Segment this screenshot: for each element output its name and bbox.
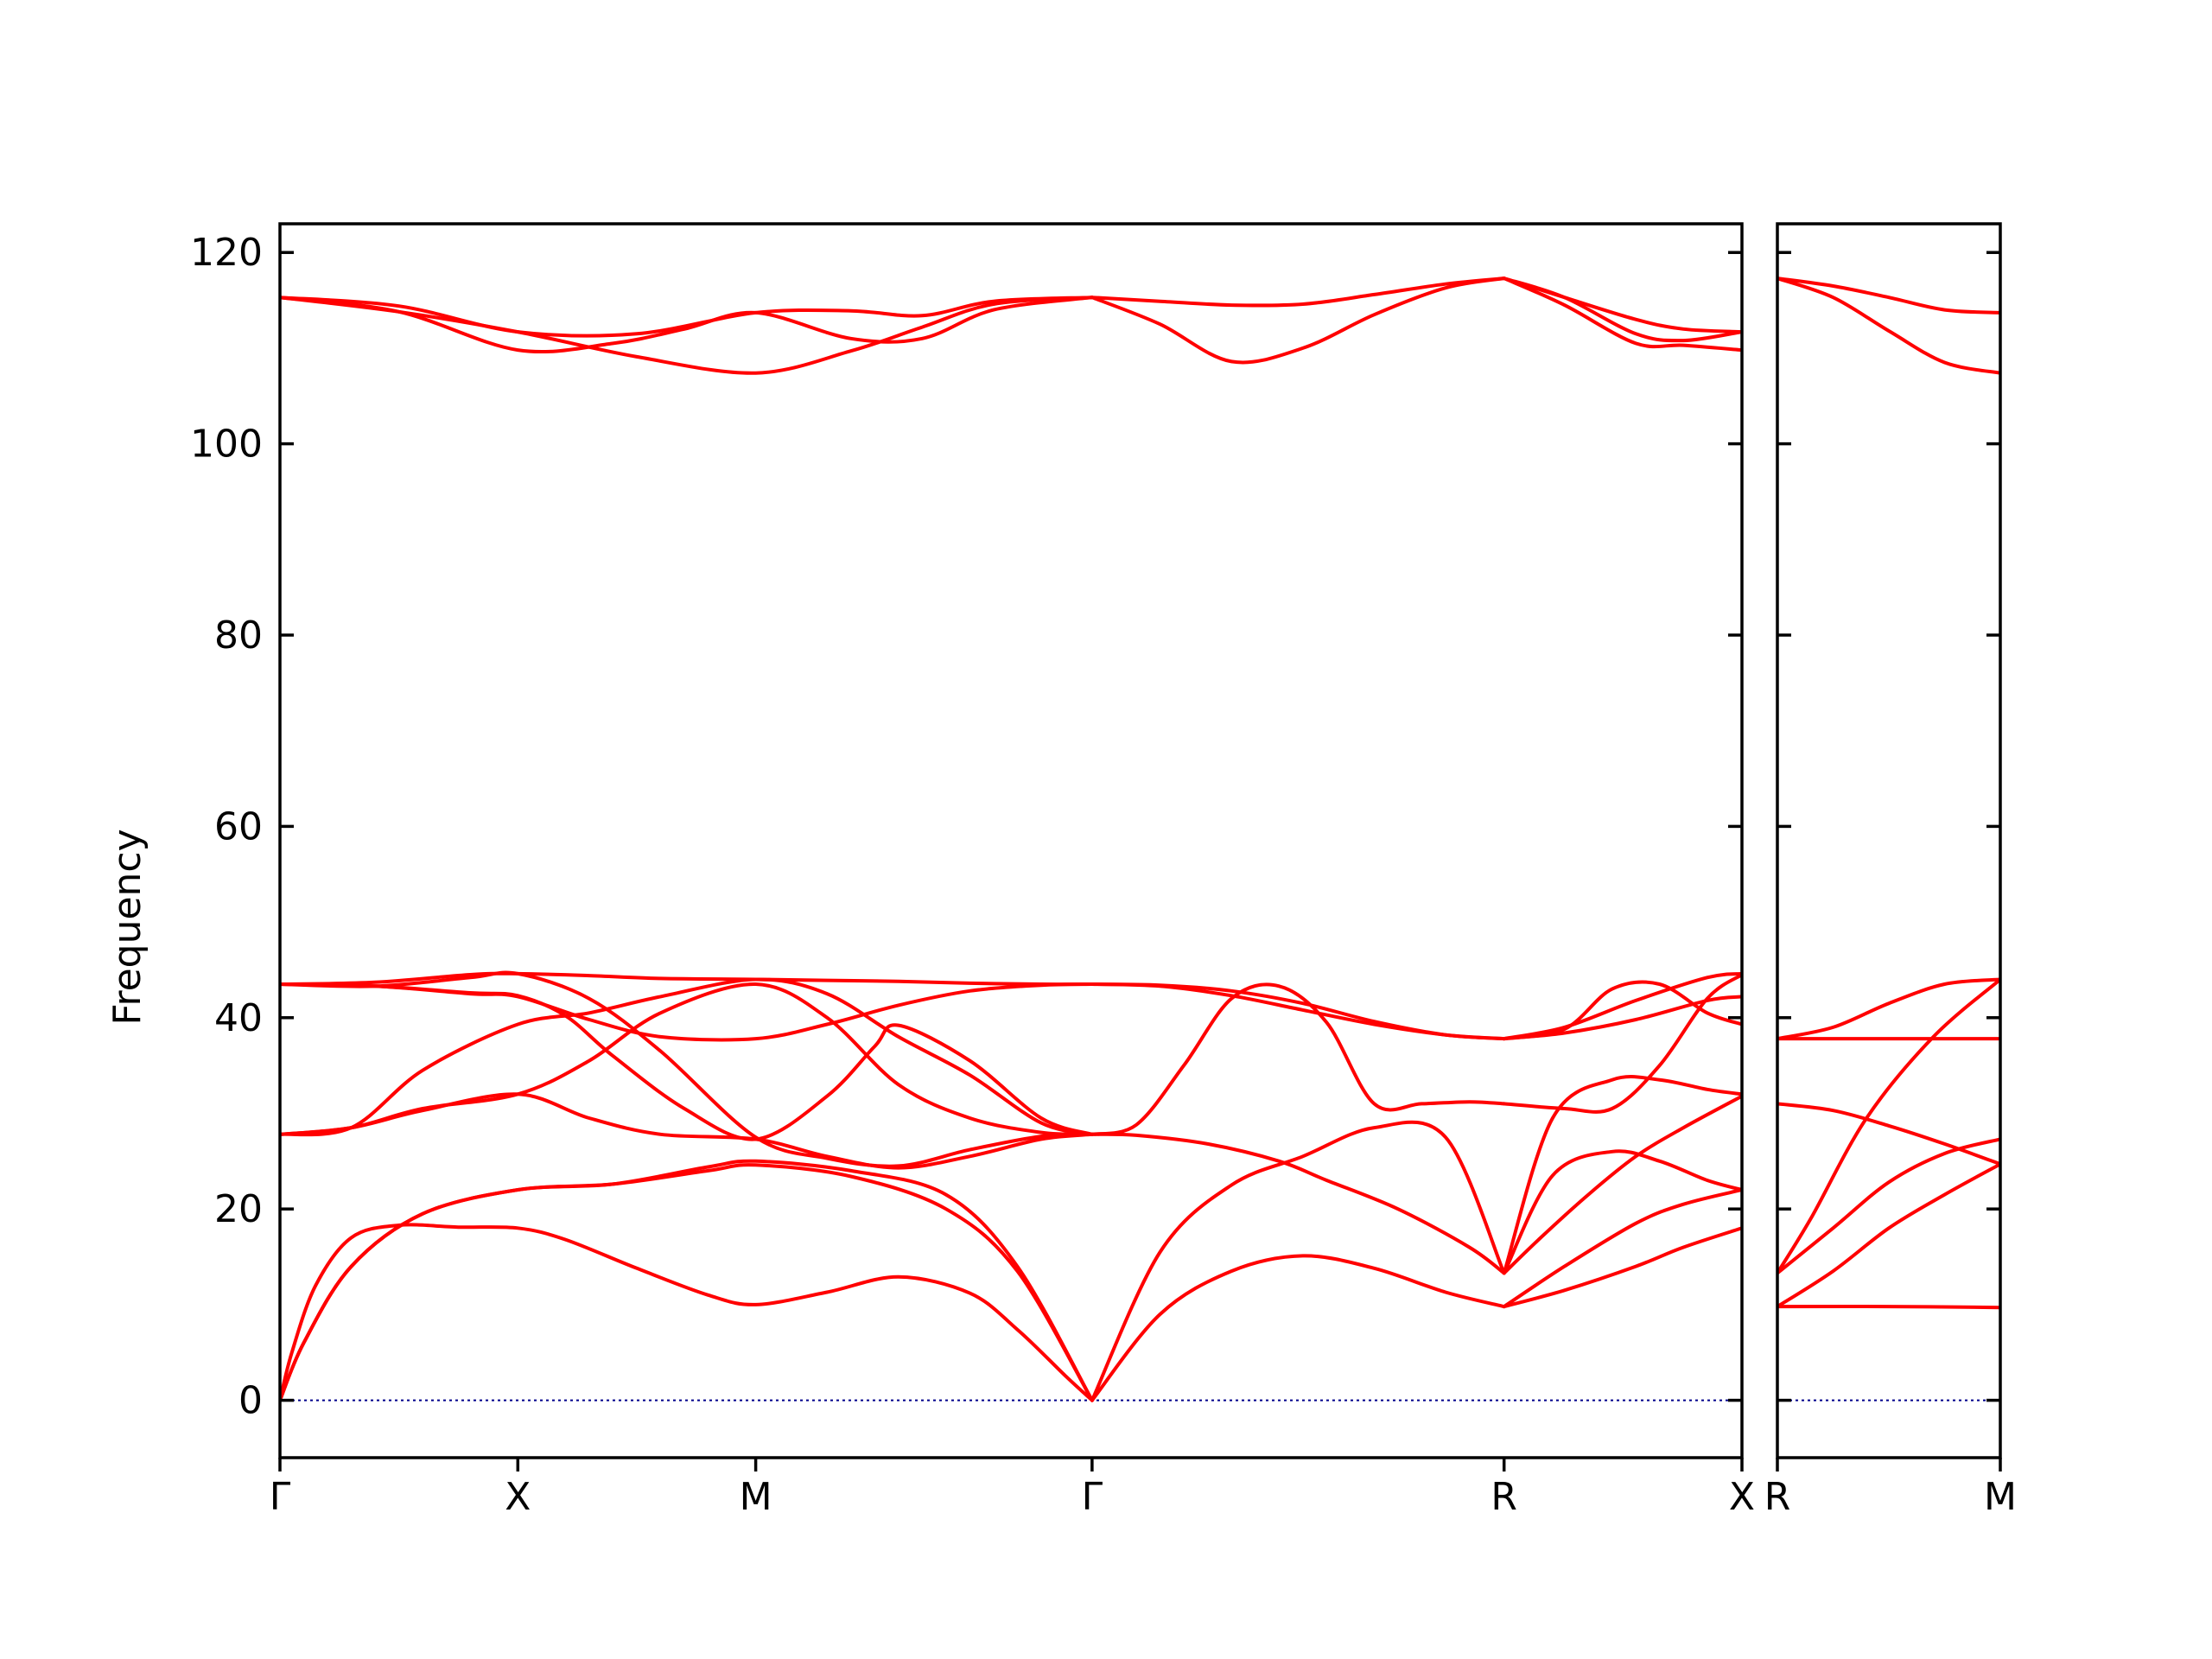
y-tick-label: 80 <box>214 613 263 658</box>
band-line-left-16 <box>1090 982 1506 1136</box>
band-line-left-14 <box>1090 1120 1506 1402</box>
band-line-left-29 <box>1502 995 1742 1041</box>
band-line-right-2 <box>1777 1137 2000 1275</box>
band-line-left-17 <box>1090 982 1506 1041</box>
plot-frame-left <box>278 222 1744 1459</box>
band-line-right-4 <box>1777 1102 2000 1166</box>
band-line-left-32 <box>1502 276 1742 353</box>
x-tick-label: X <box>505 1475 531 1519</box>
band-lines <box>1777 276 2000 1310</box>
band-line-left-8 <box>280 982 1094 1141</box>
x-tick-label: R <box>1491 1475 1517 1519</box>
band-line-left-22 <box>1502 1188 1742 1309</box>
y-axis-label: Frequency <box>105 829 149 1025</box>
band-line-left-24 <box>1502 1149 1742 1275</box>
band-line-left-13 <box>1090 1254 1506 1402</box>
band-line-right-7 <box>1777 276 2000 315</box>
band-line-left-19 <box>1090 276 1506 308</box>
band-line-right-8 <box>1777 276 2000 375</box>
x-tick-label: Γ <box>1082 1475 1103 1519</box>
band-line-left-5 <box>280 982 1094 1136</box>
band-line-left-18 <box>1090 982 1506 1041</box>
y-tick-label: 100 <box>190 423 263 467</box>
band-line-left-15 <box>1090 1132 1506 1275</box>
band-line-left-11 <box>280 296 1094 375</box>
band-line-left-2 <box>280 1159 1094 1402</box>
band-line-right-1 <box>1777 1162 2000 1309</box>
band-line-left-28 <box>1502 971 1742 1041</box>
band-line-left-4 <box>280 977 1094 1137</box>
x-tick-label: M <box>1984 1475 2017 1519</box>
band-line-left-23 <box>1502 1094 1742 1275</box>
band-line-left-6 <box>280 971 1094 987</box>
band-line-left-21 <box>1502 1226 1742 1309</box>
band-line-left-3 <box>280 1092 1094 1170</box>
x-tick-label: X <box>1729 1475 1755 1519</box>
y-tick-label: 20 <box>214 1187 263 1231</box>
x-tick-label: Γ <box>270 1475 291 1519</box>
band-line-left-0 <box>280 1223 1094 1402</box>
y-tick-label: 40 <box>214 996 263 1040</box>
band-line-left-9 <box>280 970 1094 1168</box>
band-line-right-0 <box>1777 1305 2000 1310</box>
band-line-right-6 <box>1777 977 2000 1041</box>
y-tick-label: 120 <box>190 231 263 275</box>
plot-frame-right <box>1776 222 2002 1459</box>
band-line-left-1 <box>280 1163 1094 1402</box>
band-lines <box>280 276 1742 1402</box>
band-line-left-31 <box>1502 276 1742 334</box>
band-line-left-26 <box>1502 973 1742 1114</box>
band-line-left-12 <box>280 296 1094 353</box>
band-line-left-20 <box>1090 276 1506 365</box>
band-line-left-27 <box>1502 980 1742 1041</box>
y-tick-label: 0 <box>238 1379 263 1423</box>
left-panel: 0 20 40 60 80 100 120 Γ X M Γ R X <box>190 222 1755 1519</box>
x-tick-label: M <box>740 1475 772 1519</box>
x-tick-label: R <box>1764 1475 1791 1519</box>
y-tick-label: 60 <box>214 804 263 849</box>
band-line-left-25 <box>1502 1075 1742 1275</box>
